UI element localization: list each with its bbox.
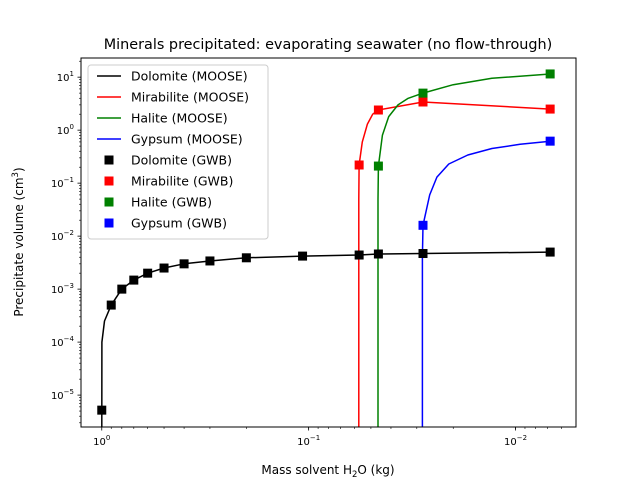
legend-label: Halite (MOOSE) xyxy=(131,111,228,126)
data-point xyxy=(179,259,189,269)
data-point xyxy=(545,247,555,257)
legend: Dolomite (MOOSE) Mirabilite (MOOSE) Halite… xyxy=(87,64,269,240)
data-point xyxy=(418,220,428,230)
data-point xyxy=(97,405,107,415)
data-point xyxy=(354,160,364,170)
x-tick-label: 10−1 xyxy=(297,434,320,448)
data-point xyxy=(205,256,215,266)
legend-label: Mirabilite (MOOSE) xyxy=(131,90,249,105)
legend-label: Mirabilite (GWB) xyxy=(131,174,233,189)
data-point xyxy=(545,69,555,79)
y-tick-label: 10−3 xyxy=(51,282,74,296)
chart-title: Minerals precipitated: evaporating seawa… xyxy=(104,37,553,53)
data-point xyxy=(129,275,139,285)
x-tick-label: 100 xyxy=(93,434,110,448)
legend-marker-swatch xyxy=(104,197,114,207)
x-axis-label: Mass solvent H2O (kg) xyxy=(261,463,394,480)
data-point xyxy=(298,251,308,261)
data-point xyxy=(373,105,383,115)
legend-label: Gypsum (MOOSE) xyxy=(131,132,243,147)
legend-label: Gypsum (GWB) xyxy=(131,216,227,231)
series-line-0 xyxy=(101,251,551,427)
legend-frame xyxy=(87,64,269,240)
legend-marker-swatch xyxy=(104,155,114,165)
x-tick-label: 10−2 xyxy=(504,434,527,448)
plot-area xyxy=(97,69,555,427)
legend-label: Dolomite (GWB) xyxy=(131,153,232,168)
y-axis: 10−5 10−4 10−3 10−2 10−1 100 101 xyxy=(51,60,81,424)
legend-marker-swatch xyxy=(104,176,114,186)
data-point xyxy=(241,253,251,263)
y-tick-label: 10−4 xyxy=(51,335,75,349)
y-tick-label: 10−1 xyxy=(51,176,74,190)
data-point xyxy=(143,268,153,278)
data-point xyxy=(418,249,428,259)
y-tick-label: 101 xyxy=(57,70,74,84)
y-tick-label: 10−5 xyxy=(51,388,74,402)
y-axis-label: Precipitate volume (cm3) xyxy=(11,167,26,316)
data-point xyxy=(159,263,169,273)
y-tick-label: 10−2 xyxy=(51,229,74,243)
data-point xyxy=(545,104,555,114)
data-point xyxy=(354,250,364,260)
x-axis: 100 10−1 10−2 xyxy=(93,427,562,448)
data-point xyxy=(373,161,383,171)
data-point xyxy=(418,88,428,98)
y-tick-label: 100 xyxy=(57,123,74,137)
series-line-2 xyxy=(377,73,551,427)
series-line-1 xyxy=(358,101,551,427)
data-point xyxy=(545,136,555,146)
data-point xyxy=(373,249,383,259)
data-point xyxy=(106,300,116,310)
legend-label: Dolomite (MOOSE) xyxy=(131,69,248,84)
legend-label: Halite (GWB) xyxy=(131,195,212,210)
data-point xyxy=(418,97,428,107)
data-point xyxy=(117,284,127,294)
series-line-3 xyxy=(421,140,551,427)
legend-marker-swatch xyxy=(104,218,114,228)
